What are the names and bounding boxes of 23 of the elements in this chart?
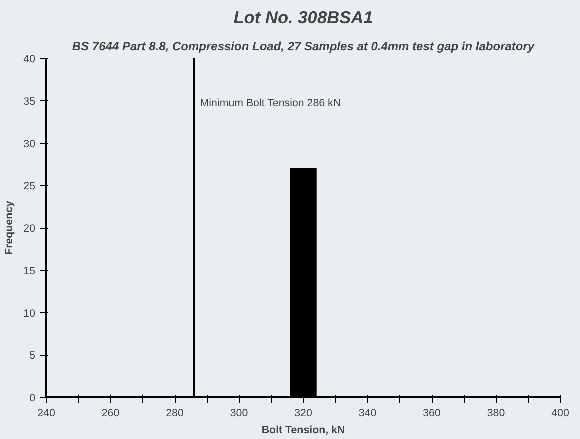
- x-tick-label: 260: [102, 408, 120, 420]
- y-tick-label: 40: [24, 54, 36, 66]
- y-tick-label: 5: [30, 350, 36, 362]
- chart-subtitle: BS 7644 Part 8.8, Compression Load, 27 Samples at 0.4mm test gap in laboratory: [72, 40, 536, 54]
- y-tick-label: 0: [30, 392, 36, 404]
- x-tick-label: 340: [358, 408, 377, 420]
- y-tick-label: 15: [24, 265, 36, 278]
- y-tick-label: 25: [24, 180, 36, 193]
- x-tick-label: 280: [166, 408, 184, 420]
- x-tick-label: 400: [552, 408, 570, 420]
- x-tick-label: 320: [294, 408, 312, 420]
- y-tick-label: 30: [24, 138, 36, 150]
- y-tick-label: 35: [24, 96, 36, 108]
- x-axis-title: Bolt Tension, kN: [262, 424, 346, 436]
- x-tick-label: 380: [487, 408, 506, 420]
- x-tick-label: 360: [423, 408, 441, 420]
- y-tick-label: 20: [24, 223, 36, 235]
- chart-title: Lot No. 308BSA1: [234, 8, 374, 28]
- ref-line-label: Minimum Bolt Tension 286 kN: [200, 97, 342, 110]
- x-tick-label: 240: [38, 408, 56, 420]
- y-tick-label: 10: [24, 308, 36, 320]
- x-tick-label: 300: [230, 408, 248, 420]
- y-axis-title: Frequency: [4, 200, 16, 255]
